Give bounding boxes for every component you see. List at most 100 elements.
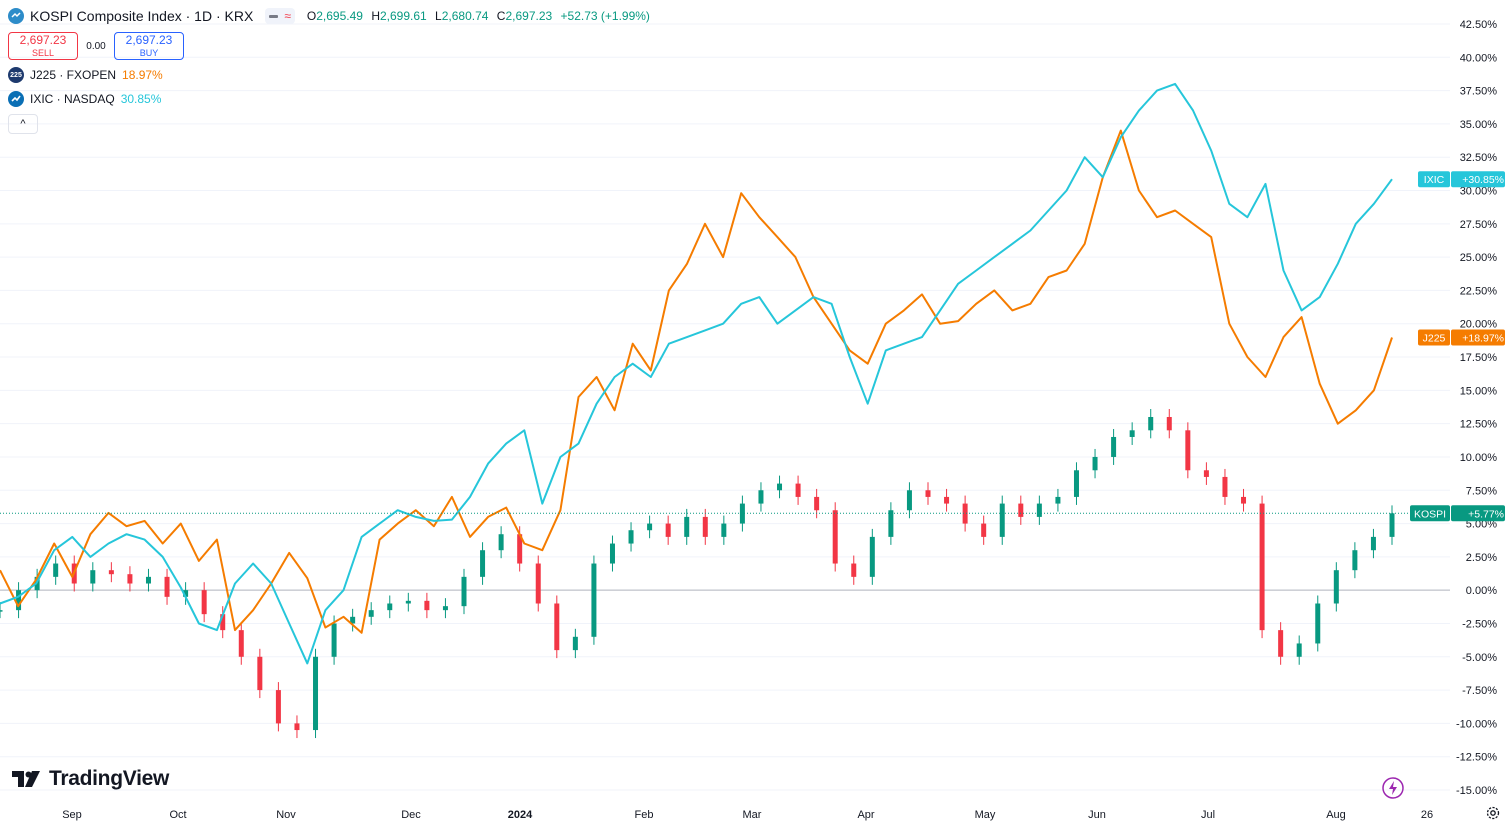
change-value: +52.73 (+1.99%) [560,9,650,23]
last-value-badges: J225 +18.97% IXIC +30.85% KOSPI +5.77% [1410,171,1505,522]
kospi-candle-body [108,570,114,575]
ixic-badge-label [1418,171,1450,188]
x-tick-label: Oct [169,809,186,821]
y-tick-label: -7.50% [1462,685,1497,697]
visibility-toggle[interactable]: ≈ [265,8,295,24]
ixic-line [0,82,1393,665]
brand-name: TradingView [49,767,170,790]
kospi-badge-value [1451,505,1505,522]
kospi-candle-body [665,523,671,537]
compare-pct: 30.85% [120,92,162,106]
collapse-legend-button[interactable]: ^ [8,114,38,134]
buy-price: 2,697.23 [125,33,173,47]
y-tick-label: 37.50% [1460,86,1498,98]
tradingview-mark-icon [12,771,40,787]
kospi-candle-body [814,496,820,511]
kospi-candle-body [1333,570,1339,604]
y-tick-label: -10.00% [1456,718,1497,730]
kospi-candle-body [424,600,430,611]
kospi-candle-body [962,503,968,524]
kospi-candle-body [1278,630,1284,657]
sell-label: SELL [31,48,55,58]
kospi-candle-body [220,614,226,631]
x-tick-label: Jul [1201,809,1215,821]
kospi-candle-body [591,563,597,637]
y-tick-label: 27.50% [1460,219,1498,231]
kospi-candle-body [275,690,281,724]
y-tick-label: 35.00% [1460,119,1498,131]
ixic-badge-value [1451,171,1505,188]
badge-name-text: KOSPI [1414,508,1446,520]
x-tick-label: 2024 [508,809,533,821]
lightning-icon[interactable] [1382,777,1404,799]
kospi-candle-body [535,563,541,604]
sell-price: 2,697.23 [19,33,67,47]
y-tick-label: -15.00% [1456,785,1497,797]
kospi-candle-body [387,603,393,611]
badge-value-text: +5.77% [1468,508,1504,520]
y-tick-label: 32.50% [1460,152,1498,164]
kospi-candle-body [164,576,170,597]
j225-line [0,129,1393,634]
sell-button[interactable]: 2,697.23 SELL [8,32,78,60]
kospi-candle-body [906,490,912,511]
kospi-candle-body [739,503,745,524]
kospi-candles [0,408,1395,739]
x-tick-label: Feb [635,809,654,821]
kospi-candle-body [313,656,319,731]
y-tick-label: 15.00% [1460,385,1498,397]
x-tick-label: Sep [62,809,82,821]
y-tick-label: 0.00% [1466,585,1497,597]
compare-row-j225[interactable]: 225 J225 · FXOPEN 18.97% [8,66,650,84]
y-tick-label: 2.50% [1466,552,1497,564]
kospi-candle-body [1203,470,1209,477]
kospi-candle-body [405,600,411,604]
kospi-candle-body [350,616,356,624]
chart-legend: KOSPI Composite Index · 1D · KRX ≈ O2,69… [8,6,650,134]
price-axis[interactable]: 42.50% 40.00% 37.50% 35.00% 32.50% 30.00% 27.5… [1456,19,1497,797]
y-tick-label: 25.00% [1460,252,1498,264]
kospi-candle-body [331,623,337,657]
kospi-candle-body [183,590,189,597]
kospi-candle-body [1092,456,1098,471]
kospi-candle-body [1222,476,1228,497]
compare-row-ixic[interactable]: IXIC · NASDAQ 30.85% [8,90,650,108]
kospi-candle-body [238,630,244,657]
kospi-candle-body [628,530,634,544]
kospi-candle-body [1352,550,1358,571]
x-tick-label: Dec [401,809,421,821]
kospi-candle-body [145,576,151,584]
open-value: 2,695.49 [316,9,363,23]
x-tick-label: Apr [857,809,874,821]
kospi-candle-body [999,503,1005,537]
y-tick-label: -5.00% [1462,652,1497,664]
x-tick-label: Aug [1326,809,1346,821]
y-tick-label: 42.50% [1460,19,1498,31]
kospi-candle-body [554,603,560,651]
x-tick-label: Jun [1088,809,1106,821]
kospi-candle-body [981,523,987,537]
y-tick-label: 22.50% [1460,285,1498,297]
ohlc-values: O2,695.49 H2,699.61 L2,680.74 C2,697.23 … [306,9,650,23]
kospi-candle-body [16,590,22,611]
kospi-candle-body [257,656,263,691]
compare-pct: 18.97% [122,68,163,82]
symbol-title[interactable]: KOSPI Composite Index · 1D · KRX [30,8,254,24]
kospi-candle-body [647,523,653,531]
buy-button[interactable]: 2,697.23 BUY [114,32,184,60]
y-tick-label: 5.00% [1466,519,1497,531]
kospi-candle-body [1166,416,1172,431]
kospi-badge-label [1410,505,1450,522]
compare-name: J225 · FXOPEN [30,68,117,82]
j225-logo-icon: 225 [8,67,24,83]
x-tick-label: 26 [1421,809,1433,821]
low-value: 2,680.74 [441,9,489,23]
y-tick-label: -12.50% [1456,752,1497,764]
gear-icon[interactable] [1486,806,1500,820]
kospi-candle-body [201,590,207,615]
kospi-candle-body [777,483,783,491]
tradingview-logo[interactable]: TradingView [12,767,169,791]
time-axis[interactable]: Sep Oct Nov Dec 2024 Feb Mar Apr May Jun Jul Aug 26 [62,809,1433,821]
kospi-candle-body [702,516,708,537]
